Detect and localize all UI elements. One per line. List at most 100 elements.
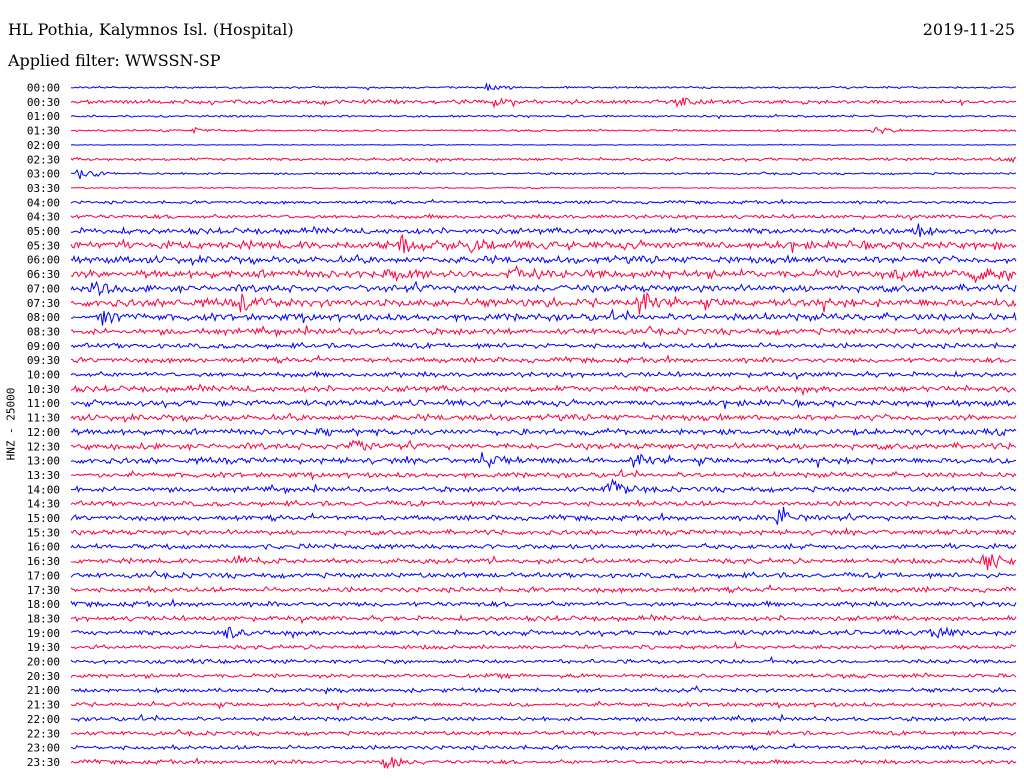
time-tick-label: 08:00 [27, 311, 60, 324]
trace-line [70, 478, 1017, 495]
time-tick-label: 13:30 [27, 469, 60, 482]
time-tick-label: 05:00 [27, 225, 60, 238]
time-tick-label: 06:30 [27, 268, 60, 281]
trace-line [70, 253, 1017, 267]
time-tick-label: 15:00 [27, 512, 60, 525]
time-tick-label: 14:30 [27, 498, 60, 511]
trace-line [70, 412, 1017, 424]
trace-line [70, 143, 1017, 147]
trace-line [70, 742, 1017, 751]
trace-line [70, 156, 1017, 164]
time-tick-label: 02:30 [27, 153, 60, 166]
trace-line [70, 468, 1017, 481]
time-tick-label: 14:00 [27, 483, 60, 496]
time-tick-label: 19:30 [27, 641, 60, 654]
time-tick-label: 11:00 [27, 397, 60, 410]
time-tick-label: 12:00 [27, 426, 60, 439]
trace-line [70, 233, 1017, 254]
trace-line [70, 341, 1017, 350]
trace-line [70, 264, 1017, 283]
trace-line [70, 291, 1017, 315]
trace-line [70, 354, 1017, 365]
time-tick-label: 12:30 [27, 440, 60, 453]
time-tick-label: 01:00 [27, 110, 60, 123]
time-tick-label: 00:00 [27, 82, 60, 95]
trace-line [70, 506, 1017, 525]
trace-line [70, 626, 1017, 640]
time-tick-label: 05:30 [27, 239, 60, 252]
time-tick-label: 13:00 [27, 455, 60, 468]
time-tick-label: 21:00 [27, 684, 60, 697]
time-tick-label: 23:30 [27, 756, 60, 769]
trace-line [70, 570, 1017, 580]
trace-line [70, 126, 1017, 135]
trace-line [70, 383, 1017, 397]
time-tick-label: 10:30 [27, 383, 60, 396]
trace-line [70, 672, 1017, 680]
time-tick-label: 00:30 [27, 96, 60, 109]
time-tick-label: 18:30 [27, 612, 60, 625]
seismic-traces [70, 82, 1017, 770]
time-tick-label: 20:30 [27, 670, 60, 683]
trace-line [70, 82, 1017, 91]
trace-line [70, 598, 1017, 609]
trace-line [70, 655, 1017, 665]
trace-line [70, 583, 1017, 594]
trace-line [70, 280, 1017, 297]
trace-line [70, 640, 1017, 651]
trace-line [70, 542, 1017, 551]
time-tick-label: 04:00 [27, 196, 60, 209]
trace-line [70, 527, 1017, 537]
trace-line [70, 113, 1017, 120]
time-tick-label: 16:00 [27, 541, 60, 554]
trace-line [70, 186, 1017, 190]
time-tick-label: 11:30 [27, 412, 60, 425]
time-tick-label: 07:00 [27, 282, 60, 295]
time-tick-label: 15:30 [27, 526, 60, 539]
time-tick-label: 06:00 [27, 254, 60, 267]
time-tick-label: 21:30 [27, 699, 60, 712]
trace-line [70, 398, 1017, 409]
trace-line [70, 97, 1017, 109]
time-tick-label: 03:00 [27, 168, 60, 181]
time-tick-label: 19:00 [27, 627, 60, 640]
time-tick-label: 18:00 [27, 598, 60, 611]
time-tick-label: 03:30 [27, 182, 60, 195]
trace-line [70, 499, 1017, 508]
trace-line [70, 439, 1017, 452]
time-tick-label: 07:30 [27, 297, 60, 310]
trace-line [71, 553, 1017, 571]
trace-line [70, 370, 1017, 381]
time-tick-label: 01:30 [27, 125, 60, 138]
trace-line [70, 168, 1017, 180]
record-date: 2019-11-25 [922, 20, 1015, 39]
trace-line [70, 713, 1017, 724]
trace-line [70, 325, 1017, 338]
time-tick-label: 20:00 [27, 656, 60, 669]
time-tick-label: 10:00 [27, 369, 60, 382]
time-tick-label: 09:00 [27, 340, 60, 353]
time-tick-label: 04:30 [27, 211, 60, 224]
filter-label: Applied filter: WWSSN-SP [8, 51, 221, 70]
trace-line [70, 756, 1017, 770]
trace-line [70, 427, 1017, 438]
trace-line [70, 198, 1017, 205]
time-tick-label: 17:00 [27, 569, 60, 582]
trace-line [70, 452, 1017, 469]
time-tick-label: 09:30 [27, 354, 60, 367]
time-tick-label: 23:00 [27, 742, 60, 755]
trace-line [70, 213, 1017, 222]
trace-line [70, 700, 1017, 712]
time-tick-label: 22:00 [27, 713, 60, 726]
time-tick-label: 02:00 [27, 139, 60, 152]
time-tick-label: 17:30 [27, 584, 60, 597]
station-title: HL Pothia, Kalymnos Isl. (Hospital) [8, 20, 294, 39]
time-tick-label: 16:30 [27, 555, 60, 568]
trace-line [70, 685, 1017, 696]
trace-line [70, 308, 1017, 326]
trace-line [70, 613, 1017, 625]
trace-line [70, 223, 1017, 238]
time-tick-label: 08:30 [27, 325, 60, 338]
